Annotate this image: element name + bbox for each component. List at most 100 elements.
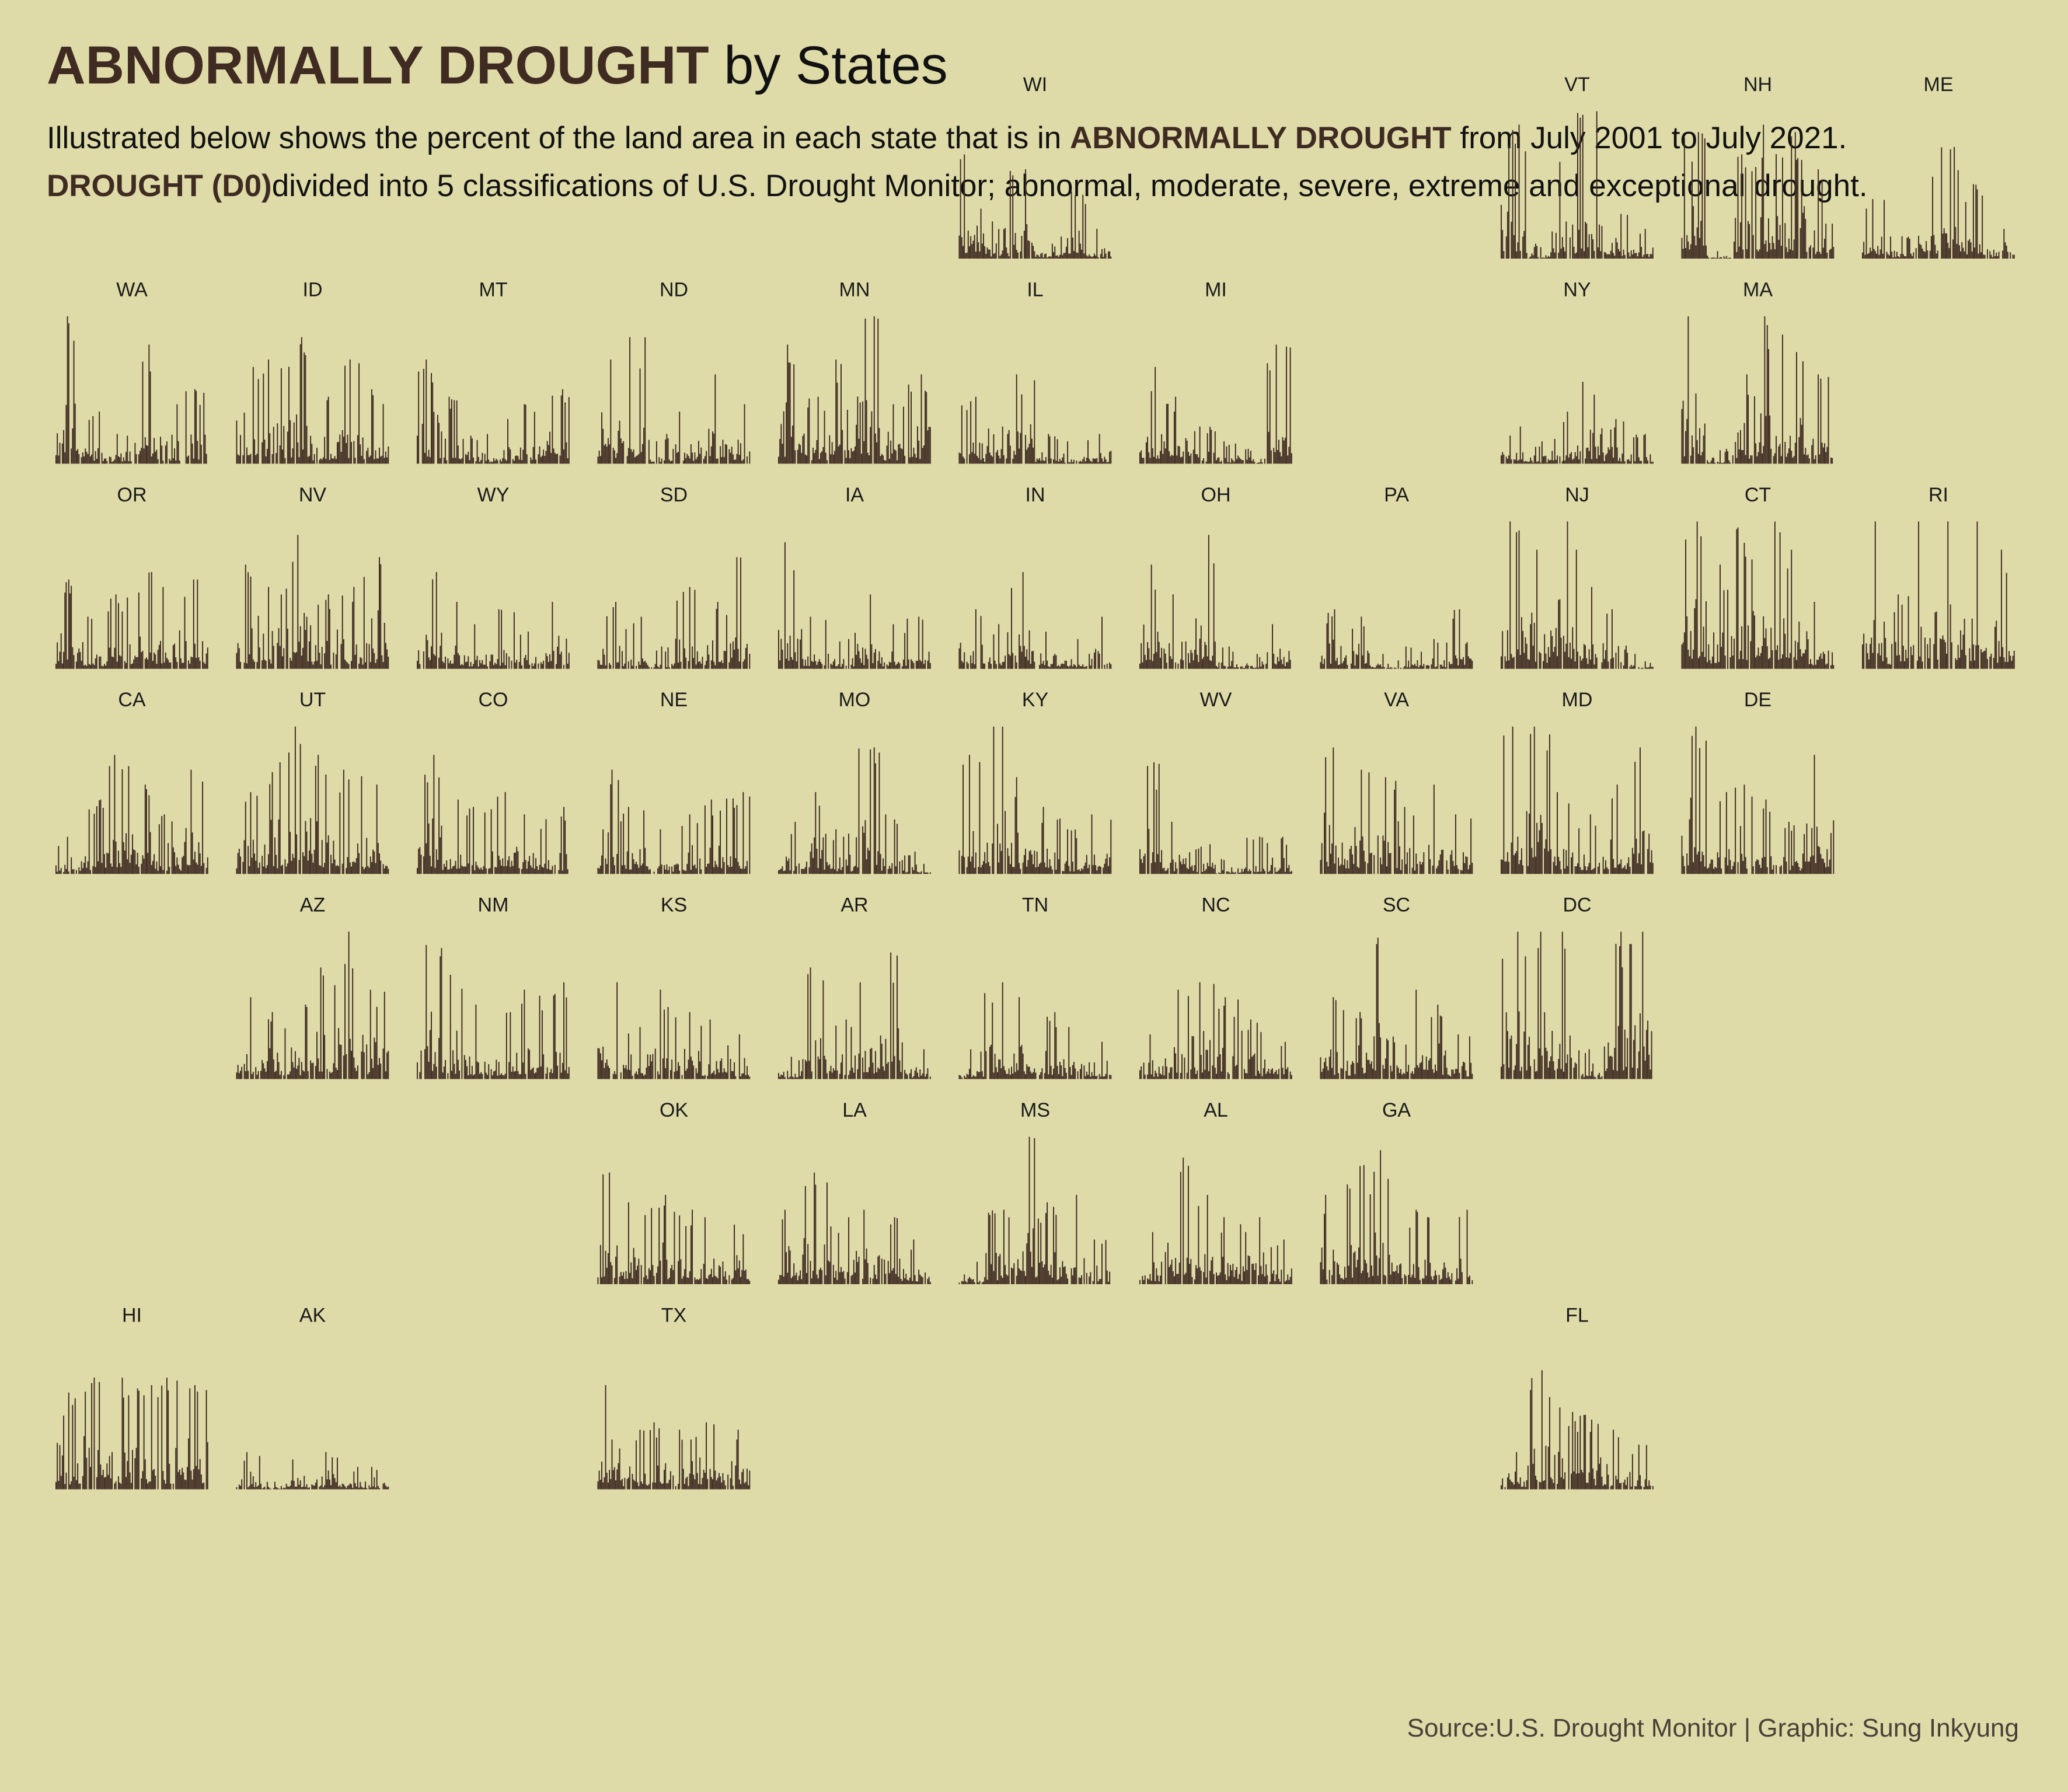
bar — [348, 779, 350, 874]
bar — [449, 663, 450, 669]
bar — [862, 827, 863, 874]
bar — [378, 610, 379, 668]
bar — [1540, 247, 1542, 259]
bar — [1394, 668, 1395, 669]
bar — [714, 1075, 716, 1079]
bar — [1272, 624, 1273, 669]
bar — [431, 373, 432, 463]
bar — [797, 450, 798, 464]
bar — [1603, 643, 1604, 669]
bar — [1083, 1258, 1084, 1284]
bar — [1271, 865, 1272, 874]
bar — [843, 659, 844, 669]
bar — [1035, 867, 1037, 874]
bar — [459, 656, 460, 669]
bar — [1545, 654, 1546, 669]
bar — [1408, 661, 1409, 669]
bar — [1212, 1065, 1213, 1079]
bar — [982, 243, 983, 259]
bar — [95, 658, 96, 669]
bar — [829, 864, 830, 874]
bar — [562, 389, 563, 464]
bar — [1272, 1068, 1273, 1079]
bar — [1055, 256, 1056, 259]
bar — [1811, 664, 1812, 669]
bar — [206, 454, 207, 464]
bar — [1400, 668, 1401, 669]
bar — [482, 660, 483, 669]
bar — [601, 856, 602, 874]
bar — [1599, 863, 1600, 874]
bar — [1441, 850, 1442, 874]
bar — [691, 1225, 692, 1284]
bar — [498, 609, 500, 669]
bar — [1185, 858, 1187, 874]
state-panel-ma: MA — [1682, 278, 1833, 463]
bar — [421, 1051, 422, 1079]
bar — [1572, 627, 1573, 668]
bar — [734, 808, 735, 874]
bar — [736, 454, 737, 464]
bar — [124, 661, 125, 668]
bar — [482, 1074, 483, 1079]
bar — [1805, 219, 1806, 259]
bar — [1029, 851, 1030, 874]
bar — [1007, 434, 1008, 463]
bar — [693, 866, 694, 874]
bar — [818, 1057, 819, 1079]
bar — [700, 869, 702, 874]
bar — [846, 458, 847, 463]
bar — [1075, 1069, 1076, 1079]
bar — [1375, 668, 1376, 669]
bar — [118, 456, 119, 464]
bar — [441, 826, 442, 874]
bar — [1087, 256, 1089, 259]
bar — [1683, 401, 1684, 464]
bar — [55, 664, 57, 669]
bar — [502, 1075, 503, 1079]
bar — [1724, 256, 1725, 259]
bar — [520, 634, 521, 668]
bar — [1325, 1195, 1326, 1284]
bar — [466, 662, 468, 669]
bar — [380, 456, 381, 463]
bar — [1519, 459, 1520, 463]
bar — [1764, 244, 1765, 259]
bar — [204, 435, 205, 464]
bar — [1090, 1076, 1091, 1079]
bar — [1038, 459, 1039, 463]
bar — [985, 454, 986, 464]
bar — [1720, 257, 1721, 259]
bar — [1446, 643, 1448, 669]
bar — [544, 864, 545, 874]
bar — [1833, 665, 1834, 668]
bar — [884, 460, 885, 463]
bar — [1175, 1258, 1176, 1284]
bar — [1446, 1068, 1448, 1079]
bar — [738, 1268, 739, 1284]
bar — [1535, 447, 1536, 464]
bar — [964, 1274, 965, 1284]
bar — [1753, 235, 1754, 259]
bar — [193, 580, 194, 669]
bar — [618, 663, 619, 669]
bar — [974, 1282, 975, 1284]
bar — [1526, 644, 1528, 669]
bar — [706, 1278, 707, 1284]
bar — [1170, 1265, 1171, 1284]
bar — [1587, 247, 1588, 259]
bar — [691, 870, 692, 874]
bar — [1553, 461, 1554, 464]
bar — [749, 451, 750, 463]
bar — [842, 664, 843, 669]
bar — [1045, 867, 1047, 874]
bar — [626, 869, 627, 874]
bar — [1651, 462, 1652, 463]
state-panel-wa: WA — [55, 278, 207, 463]
bar — [1320, 1262, 1321, 1284]
bar — [94, 665, 95, 669]
bar — [819, 659, 820, 669]
bar — [862, 1279, 863, 1284]
bar — [1264, 1277, 1265, 1284]
bar — [888, 432, 889, 464]
